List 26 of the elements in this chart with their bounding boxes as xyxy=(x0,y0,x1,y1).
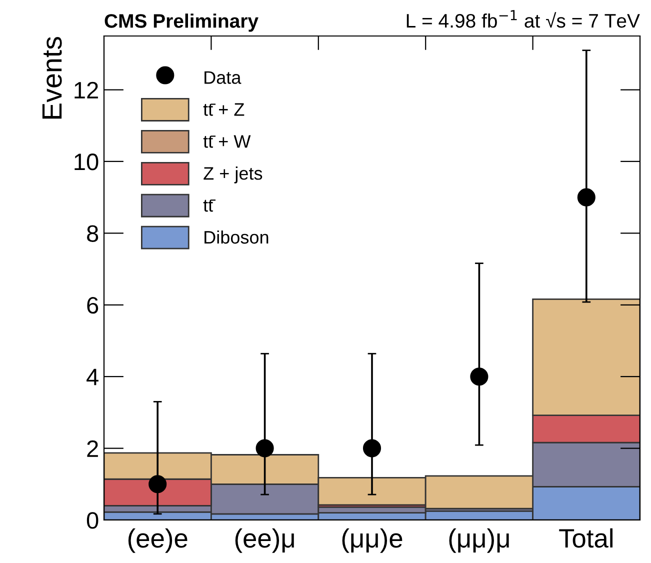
chart-subtitle: L = 4.98 fb$^{−1}$ at √s = 7 TeV xyxy=(406,10,640,28)
legend-label: tt̄ xyxy=(203,200,216,212)
x-tick-label: (ee)e xyxy=(128,528,188,553)
point xyxy=(470,368,488,386)
legend-label: Data xyxy=(204,71,242,84)
x-tick-label: Total xyxy=(559,528,613,548)
legend-label: Diboson xyxy=(204,230,268,244)
legend-label: tt̄ + W xyxy=(203,135,251,148)
legend-label: tt̄ + Z xyxy=(203,103,244,116)
x-tick-label: (μμ)μ xyxy=(449,528,509,553)
y-tick-label: 6 xyxy=(87,296,98,314)
point xyxy=(577,188,596,206)
y-axis-title: Events xyxy=(42,37,62,119)
point xyxy=(148,475,167,494)
y-tick-label: 8 xyxy=(87,225,98,242)
y-tick-label: 2 xyxy=(87,440,98,457)
y-tick-label: 4 xyxy=(86,368,98,386)
y-tick-label: 10 xyxy=(74,154,98,170)
chart-title: CMS Preliminary xyxy=(104,14,258,32)
y-tick-label: 0 xyxy=(86,512,98,529)
y-tick-label: 12 xyxy=(74,82,98,98)
x-tick-label: (ee)μ xyxy=(235,528,294,553)
legend-label: Z + jets xyxy=(204,166,262,184)
point xyxy=(362,439,382,458)
point xyxy=(256,439,274,458)
x-tick-label: (μμ)e xyxy=(342,528,402,553)
